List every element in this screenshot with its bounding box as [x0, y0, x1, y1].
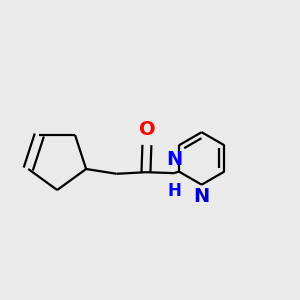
Text: N: N	[166, 150, 182, 169]
Text: O: O	[139, 120, 155, 139]
Text: N: N	[194, 187, 210, 206]
Text: H: H	[167, 182, 181, 200]
